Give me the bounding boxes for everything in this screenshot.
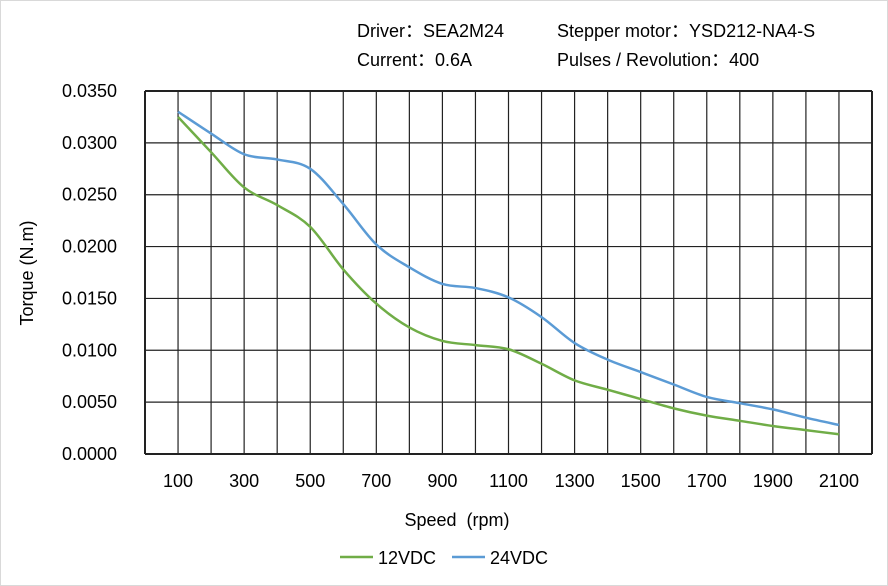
x-axis-ticks: 100 300 500 700 900 1100 1300 1500 1700 1900 2100 xyxy=(163,471,859,491)
x-tick-label: 100 xyxy=(163,471,193,491)
pulses-label: Pulses / Revolution：400 xyxy=(557,50,760,70)
motor-label: Stepper motor：YSD212-NA4-S xyxy=(557,21,816,41)
x-tick-label: 1500 xyxy=(621,471,661,491)
y-tick-label: 0.0300 xyxy=(62,133,117,153)
x-tick-label: 300 xyxy=(229,471,259,491)
y-axis-label: Torque (N.m) xyxy=(17,220,37,325)
legend-label-12vdc: 12VDC xyxy=(378,548,436,568)
grid xyxy=(144,90,873,455)
current-label: Current：0.6A xyxy=(357,50,473,70)
y-tick-label: 0.0150 xyxy=(62,288,117,308)
x-tick-label: 2100 xyxy=(819,471,859,491)
x-axis-label: Speed (rpm) xyxy=(404,510,509,530)
legend: 12VDC 24VDC xyxy=(340,548,548,568)
x-tick-label: 900 xyxy=(427,471,457,491)
driver-label: Driver：SEA2M24 xyxy=(357,21,505,41)
y-tick-label: 0.0000 xyxy=(62,444,117,464)
y-tick-label: 0.0350 xyxy=(62,81,117,101)
y-tick-label: 0.0100 xyxy=(62,340,117,360)
x-tick-label: 1300 xyxy=(555,471,595,491)
x-tick-label: 1900 xyxy=(753,471,793,491)
legend-label-24vdc: 24VDC xyxy=(490,548,548,568)
x-tick-label: 700 xyxy=(361,471,391,491)
x-tick-label: 1100 xyxy=(489,471,528,491)
y-tick-label: 0.0050 xyxy=(62,392,117,412)
x-tick-label: 1700 xyxy=(687,471,727,491)
series-line-24vdc xyxy=(177,110,840,427)
y-axis-ticks: 0.0000 0.0050 0.0100 0.0150 0.0200 0.0250 0.03… xyxy=(62,81,117,464)
x-tick-label: 500 xyxy=(295,471,325,491)
series-line-12vdc xyxy=(177,116,840,436)
y-tick-label: 0.0200 xyxy=(62,237,117,257)
y-tick-label: 0.0250 xyxy=(62,185,117,205)
series-lines xyxy=(177,110,840,436)
